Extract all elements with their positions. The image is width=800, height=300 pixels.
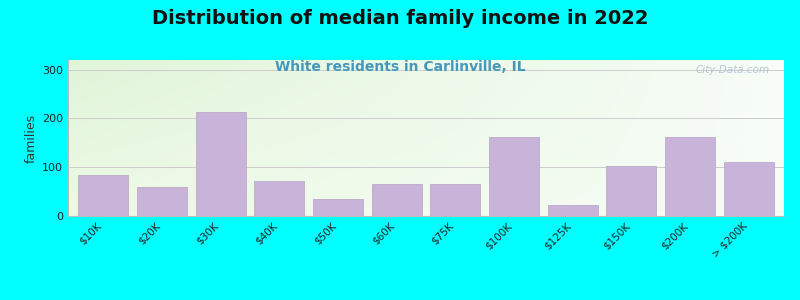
Bar xyxy=(196,112,246,216)
Bar xyxy=(724,162,774,216)
Bar xyxy=(372,184,422,216)
Text: City-Data.com: City-Data.com xyxy=(695,65,770,75)
Bar xyxy=(78,175,128,216)
Bar xyxy=(548,205,598,216)
Bar xyxy=(137,187,187,216)
Bar xyxy=(665,136,715,216)
Bar xyxy=(430,184,480,216)
Y-axis label: families: families xyxy=(25,113,38,163)
Bar xyxy=(489,136,539,216)
Text: White residents in Carlinville, IL: White residents in Carlinville, IL xyxy=(274,60,526,74)
Bar xyxy=(313,199,363,216)
Bar xyxy=(606,166,656,216)
Bar xyxy=(254,181,304,216)
Text: Distribution of median family income in 2022: Distribution of median family income in … xyxy=(152,9,648,28)
